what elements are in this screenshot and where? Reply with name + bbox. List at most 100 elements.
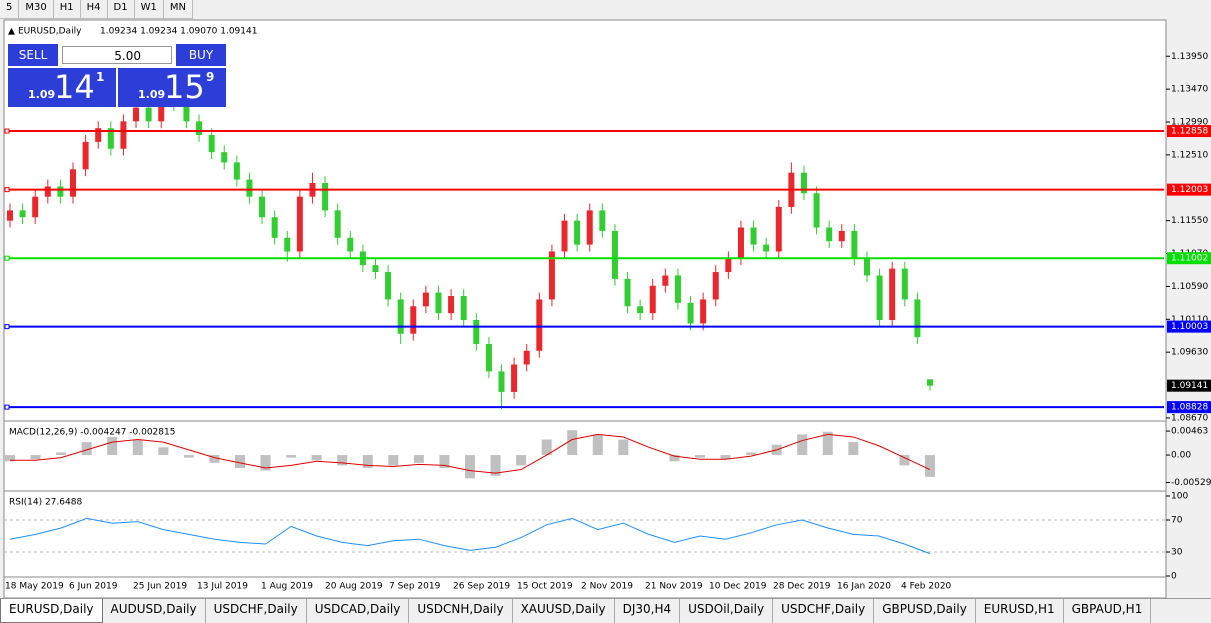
candle-body — [82, 141, 89, 170]
sell-button[interactable]: SELL — [8, 44, 58, 66]
candle-body — [511, 364, 518, 392]
candle-body — [397, 299, 404, 334]
y-tick-label: -0.005299 — [1171, 478, 1211, 488]
timeframe-bar: 5 M30 H1 H4 D1 W1 MN — [0, 0, 193, 19]
chart-tab[interactable]: USDCHF,Daily — [773, 599, 875, 623]
timeframe-button[interactable]: W1 — [135, 0, 164, 18]
chart-tab[interactable]: USDCAD,Daily — [307, 599, 410, 623]
candle-body — [599, 210, 606, 231]
signal-line — [10, 433, 931, 474]
candle-body — [548, 251, 555, 300]
candle-body — [120, 121, 127, 149]
chart-tab[interactable]: GBPAUD,H1 — [1064, 599, 1152, 623]
x-tick-label: 26 Sep 2019 — [453, 582, 510, 592]
y-tick-label: 1.11550 — [1171, 216, 1208, 226]
candle-body — [838, 230, 845, 242]
macd-bar — [260, 455, 271, 471]
x-tick-label: 18 May 2019 — [5, 582, 64, 592]
candle-body — [889, 268, 896, 320]
candle-body — [851, 230, 858, 259]
price-main: 15 — [164, 68, 205, 106]
timeframe-button[interactable]: 5 — [0, 0, 20, 18]
x-tick-label: 16 Jan 2020 — [837, 582, 891, 592]
candle-body — [133, 107, 140, 122]
x-tick-label: 2 Nov 2019 — [581, 582, 633, 592]
candle-body — [536, 299, 543, 351]
candle-body — [183, 104, 190, 122]
y-tick-label: 70 — [1171, 516, 1183, 526]
timeframe-button[interactable]: H1 — [54, 0, 81, 18]
x-tick-label: 28 Dec 2019 — [773, 582, 831, 592]
level-label: 1.10003 — [1171, 322, 1208, 332]
chart-tab[interactable]: EURUSD,Daily — [0, 599, 103, 623]
candle-body — [334, 210, 341, 238]
price-big: 1.09 — [28, 88, 56, 101]
candle-body — [561, 220, 568, 252]
price-label-bg — [1167, 379, 1211, 392]
candle-body — [826, 227, 833, 242]
timeframe-button[interactable]: MN — [164, 0, 193, 18]
candle-body — [70, 169, 77, 197]
timeframe-button[interactable]: D1 — [108, 0, 135, 18]
x-tick-label: 15 Oct 2019 — [517, 582, 573, 592]
level-label: 1.12003 — [1171, 185, 1208, 195]
y-tick-label: 1.09630 — [1171, 348, 1208, 358]
macd-bar — [132, 439, 143, 456]
candle-body — [523, 350, 530, 365]
level-handle — [4, 255, 10, 261]
chart-tab[interactable]: AUDUSD,Daily — [103, 599, 206, 623]
candle-body — [57, 186, 64, 197]
candle-body — [637, 306, 644, 314]
chart-tab[interactable]: USDCNH,Daily — [409, 599, 513, 623]
chart-tab[interactable]: EURUSD,H1 — [976, 599, 1064, 623]
macd-bar — [695, 455, 705, 458]
chart-tab[interactable]: DJ30,H4 — [615, 599, 681, 623]
candle-body — [914, 299, 921, 338]
price-main: 14 — [54, 68, 95, 106]
macd-bar — [669, 455, 680, 462]
buy-button[interactable]: BUY — [176, 44, 226, 66]
macd-bar — [848, 442, 859, 456]
candle-body — [422, 292, 429, 307]
candle-body — [347, 237, 354, 252]
buy-price[interactable]: 1.09 15 9 — [118, 68, 226, 107]
macd-bar — [899, 455, 910, 466]
macd-bar — [158, 447, 169, 456]
candle-body — [460, 296, 467, 320]
macd-bar — [516, 455, 527, 466]
candle-body — [712, 272, 719, 300]
chart-tab[interactable]: USDCHF,Daily — [206, 599, 307, 623]
macd-bar — [56, 452, 67, 456]
chart-tab[interactable]: USDOil,Daily — [680, 599, 774, 623]
x-tick-label: 13 Jul 2019 — [197, 582, 248, 592]
candle-body — [574, 220, 581, 245]
y-tick-label: 100 — [1171, 492, 1188, 502]
lot-input[interactable]: 5.00 — [62, 46, 172, 64]
price-frac: 9 — [206, 70, 215, 84]
candle-body — [927, 379, 933, 386]
candle-body — [876, 275, 883, 320]
macd-bar — [541, 439, 552, 456]
macd-bar — [592, 434, 603, 456]
candle-body — [586, 210, 593, 245]
candle-body — [259, 196, 266, 218]
candle-body — [158, 93, 165, 122]
macd-bar — [822, 431, 833, 456]
macd-bar — [183, 455, 194, 458]
chart-tab[interactable]: GBPUSD,Daily — [874, 599, 976, 623]
y-tick-label: 0 — [1171, 572, 1177, 582]
candle-body — [296, 196, 303, 252]
candle-body — [498, 371, 505, 392]
candle-body — [196, 121, 203, 136]
timeframe-button[interactable]: H4 — [81, 0, 108, 18]
macd-title: MACD(12,26,9) -0.004247 -0.002815 — [9, 428, 175, 438]
chart-tab[interactable]: XAUUSD,Daily — [513, 599, 615, 623]
timeframe-button[interactable]: M30 — [19, 0, 54, 18]
y-tick-label: 1.13470 — [1171, 85, 1208, 95]
trade-panel: SELL 5.00 BUY 1.09 14 1 1.09 15 9 — [8, 44, 226, 107]
rsi-line — [9, 517, 931, 555]
x-tick-label: 4 Feb 2020 — [901, 582, 952, 592]
sell-price[interactable]: 1.09 14 1 — [8, 68, 116, 107]
candle-body — [32, 196, 39, 218]
chart-area — [3, 19, 1167, 598]
